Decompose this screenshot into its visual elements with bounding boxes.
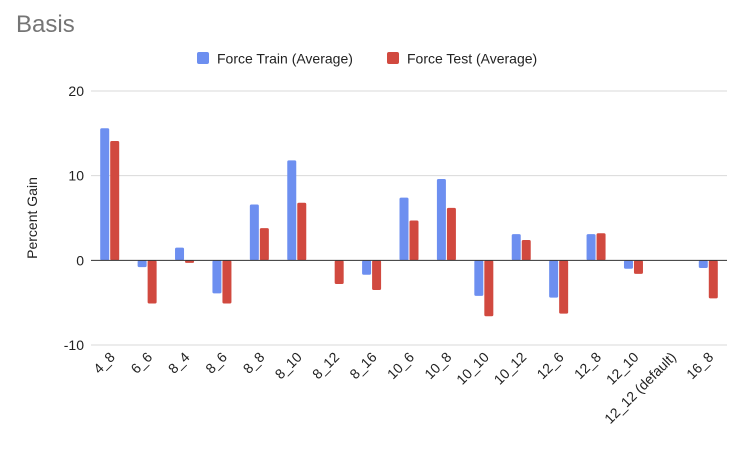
y-tick-label: 10 — [68, 168, 84, 184]
y-axis-label: Percent Gain — [24, 177, 40, 259]
chart-legend: Force Train (Average) Force Test (Averag… — [197, 51, 537, 67]
bar-force-test — [596, 233, 606, 261]
bar-force-test — [708, 260, 718, 299]
bar-force-test — [334, 260, 344, 285]
bar-force-train — [249, 204, 259, 261]
x-tick-label: 8_12 — [309, 349, 342, 382]
y-tick-label: 0 — [76, 252, 84, 268]
x-tick-label: 10_6 — [384, 349, 417, 382]
x-tick-label: 16_8 — [683, 349, 716, 382]
bar-force-train — [100, 128, 110, 261]
bar-force-train — [586, 234, 596, 261]
bar-force-train — [287, 160, 297, 261]
bar-force-test — [409, 220, 419, 261]
x-tick-label: 8_16 — [346, 349, 379, 382]
bar-force-train — [511, 234, 521, 261]
x-tick-label: 10_8 — [421, 349, 454, 382]
bar-force-test — [110, 140, 120, 261]
bar-force-test — [559, 260, 569, 314]
bars — [100, 128, 718, 317]
x-tick-label: 8_10 — [272, 349, 305, 382]
y-tick-label: -10 — [64, 337, 84, 353]
bar-force-train — [698, 260, 708, 268]
x-axis-ticks: 4_8 6_6 8_4 8_6 8_8 8_10 8_12 8_16 10_6 10_810_10… — [90, 349, 717, 427]
x-tick-label: 6_6 — [127, 349, 155, 377]
x-tick-label: 12_8 — [571, 349, 604, 382]
bar-force-train — [137, 260, 147, 268]
x-tick-label: 8_4 — [165, 349, 193, 377]
bar-force-train — [399, 197, 409, 261]
y-tick-label: 20 — [68, 83, 84, 99]
bar-force-test — [259, 228, 269, 261]
bar-force-test — [633, 260, 643, 274]
bar-force-test — [446, 207, 456, 261]
chart-title: Basis — [16, 11, 75, 38]
bar-force-train — [474, 260, 484, 296]
legend-label-force-train: Force Train (Average) — [217, 51, 353, 67]
gridlines — [91, 90, 727, 346]
x-tick-label: 10_12 — [491, 349, 530, 388]
x-tick-label: 10_10 — [453, 349, 492, 388]
bar-force-train — [436, 179, 446, 261]
legend-swatch-force-test — [387, 52, 399, 64]
x-tick-label: 8_6 — [202, 349, 230, 377]
legend-label-force-test: Force Test (Average) — [407, 51, 537, 67]
bar-force-test — [222, 260, 232, 304]
bar-force-test — [297, 202, 307, 261]
bar-force-test — [521, 240, 531, 261]
bar-force-train — [175, 247, 185, 261]
x-tick-label: 4_8 — [90, 349, 118, 377]
bar-force-train — [362, 260, 372, 275]
bar-force-test — [147, 260, 157, 304]
x-tick-label: 8_8 — [240, 349, 268, 377]
bar-force-train — [623, 260, 633, 269]
bar-force-train — [212, 260, 222, 294]
bar-force-train — [549, 260, 559, 298]
bar-force-test — [484, 260, 494, 317]
x-tick-label: 12_6 — [533, 349, 566, 382]
legend-swatch-force-train — [197, 52, 209, 64]
y-axis-ticks: -10 0 10 20 — [64, 83, 84, 353]
bar-force-test — [372, 260, 382, 290]
bar-force-test — [185, 260, 195, 263]
